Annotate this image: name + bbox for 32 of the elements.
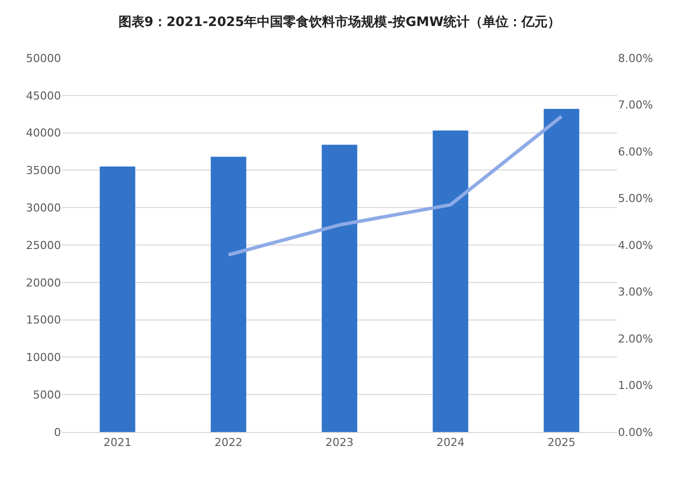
y-tick-label: 5000 — [33, 388, 61, 402]
y2-tick-label: 6.00% — [618, 145, 653, 158]
bar — [544, 108, 580, 432]
x-tick-label: 2024 — [436, 436, 464, 450]
y-tick-label: 10000 — [26, 351, 61, 364]
line-series — [226, 114, 564, 257]
x-tick-label: 2023 — [326, 436, 354, 450]
y2-tick-label: 5.00% — [618, 192, 653, 206]
y2-tick-label: 4.00% — [618, 238, 653, 252]
bar — [210, 156, 246, 432]
y-tick-label: 20000 — [26, 276, 61, 290]
y2-tick-label: 0.00% — [618, 426, 653, 439]
bar — [432, 130, 468, 432]
chart-title: 图表9：2021-2025年中国零食饮料市场规模-按GMW统计（单位：亿元） — [118, 14, 561, 30]
y2-tick-label: 8.00% — [618, 52, 653, 65]
y2-tick-label: 3.00% — [618, 286, 653, 299]
y-tick-label: 45000 — [26, 89, 61, 102]
y2-tick-label: 1.00% — [618, 379, 653, 392]
y-tick-label: 0 — [54, 426, 61, 439]
y-tick-label: 35000 — [26, 164, 61, 178]
bar — [322, 144, 358, 432]
y2-tick-label: 2.00% — [618, 332, 653, 346]
y-tick-label: 40000 — [26, 126, 61, 140]
x-tick-label: 2025 — [548, 436, 576, 450]
y-tick-label: 30000 — [26, 201, 61, 214]
y-tick-label: 15000 — [26, 314, 61, 327]
y-tick-label: 25000 — [26, 238, 61, 252]
bar — [100, 166, 136, 432]
y-tick-label: 50000 — [26, 52, 61, 65]
x-tick-label: 2021 — [104, 436, 132, 450]
y2-tick-label: 7.00% — [618, 98, 653, 112]
x-tick-label: 2022 — [214, 436, 242, 450]
